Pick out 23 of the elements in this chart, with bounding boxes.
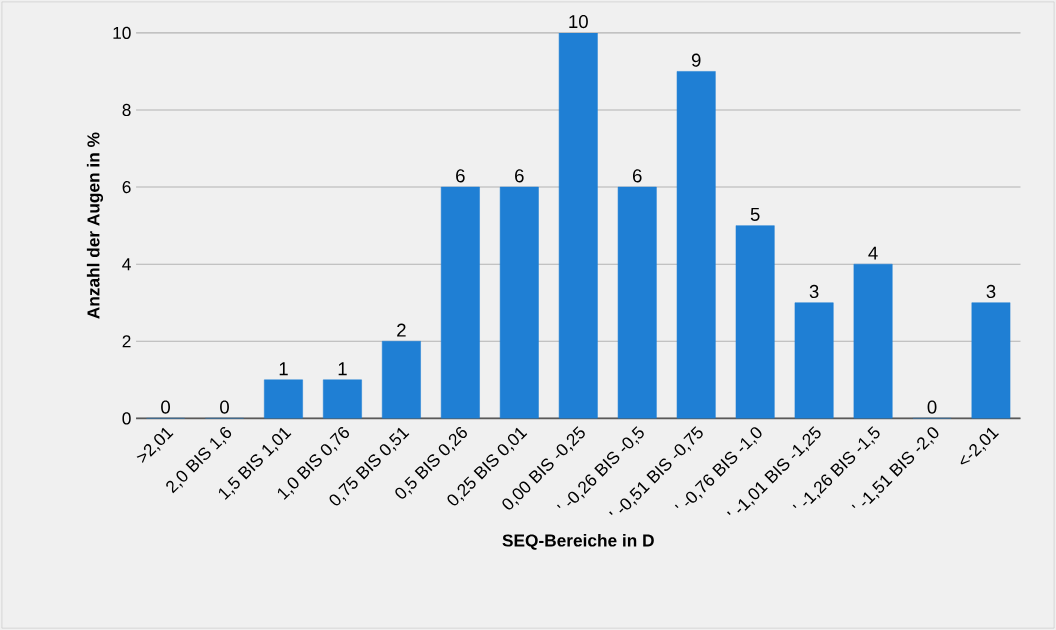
data-label: 5: [750, 207, 760, 221]
data-label: 4: [868, 246, 878, 260]
data-label: 1: [338, 362, 347, 376]
data-label: 2: [397, 323, 406, 337]
data-label: 3: [809, 284, 819, 299]
y-tick-label: 4: [122, 258, 131, 271]
data-label: 10: [569, 14, 588, 29]
y-tick-label: 2: [122, 335, 131, 348]
data-label: 3: [986, 284, 996, 299]
data-label: 0: [927, 400, 937, 414]
data-label: 6: [456, 169, 465, 183]
data-label: 6: [515, 169, 524, 183]
data-label: 9: [691, 53, 701, 67]
y-tick-label: 6: [122, 180, 131, 194]
data-label: 0: [161, 400, 170, 414]
y-tick-label: 8: [122, 103, 131, 117]
y-axis-title: Anzahl der Augen in %: [86, 132, 104, 319]
y-tick-label: 10: [113, 26, 131, 39]
data-label: 1: [279, 362, 288, 376]
x-axis-title: SEQ-Bereiche in D: [502, 533, 654, 550]
data-label: 6: [633, 169, 642, 183]
data-label: 0: [220, 400, 229, 414]
y-tick-label: 0: [122, 412, 131, 425]
